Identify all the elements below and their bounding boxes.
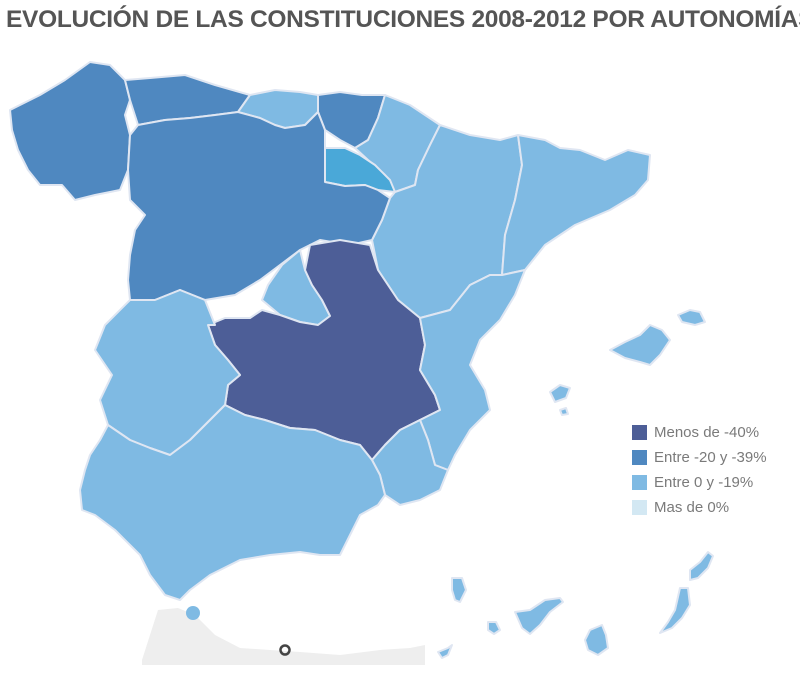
legend-item-menos-40: Menos de -40% [632, 420, 767, 445]
region-la-gomera [487, 621, 501, 635]
region-castilla-y-leon [127, 111, 391, 301]
region-gran-canaria [584, 624, 609, 656]
map-legend: Menos de -40% Entre -20 y -39% Entre 0 y… [632, 420, 767, 520]
region-formentera [559, 407, 569, 416]
legend-swatch [632, 425, 647, 440]
legend-label: Mas de 0% [654, 499, 730, 516]
region-el-hierro [437, 644, 453, 659]
region-andalucia [79, 404, 386, 601]
morocco-coast [142, 608, 425, 665]
map-title: EVOLUCIÓN DE LAS CONSTITUCIONES 2008-201… [6, 6, 800, 33]
region-cataluna [501, 134, 651, 276]
region-mallorca [609, 324, 671, 366]
region-fuerteventura [659, 587, 691, 634]
legend-item-mas-0: Mas de 0% [632, 495, 767, 520]
location-ring-icon [279, 644, 291, 656]
region-tenerife [514, 597, 564, 635]
region-la-palma [451, 577, 467, 603]
legend-label: Menos de -40% [654, 424, 760, 441]
legend-swatch [632, 500, 647, 515]
region-ceuta [186, 606, 200, 620]
region-ibiza [549, 384, 571, 403]
legend-item-0-19: Entre 0 y -19% [632, 470, 767, 495]
region-lanzarote [689, 551, 714, 581]
region-menorca [677, 309, 706, 326]
legend-label: Entre 0 y -19% [654, 474, 754, 491]
region-galicia [9, 61, 131, 201]
legend-swatch [632, 450, 647, 465]
legend-item-20-39: Entre -20 y -39% [632, 445, 767, 470]
legend-label: Entre -20 y -39% [654, 449, 767, 466]
region-murcia [371, 419, 449, 506]
legend-swatch [632, 475, 647, 490]
